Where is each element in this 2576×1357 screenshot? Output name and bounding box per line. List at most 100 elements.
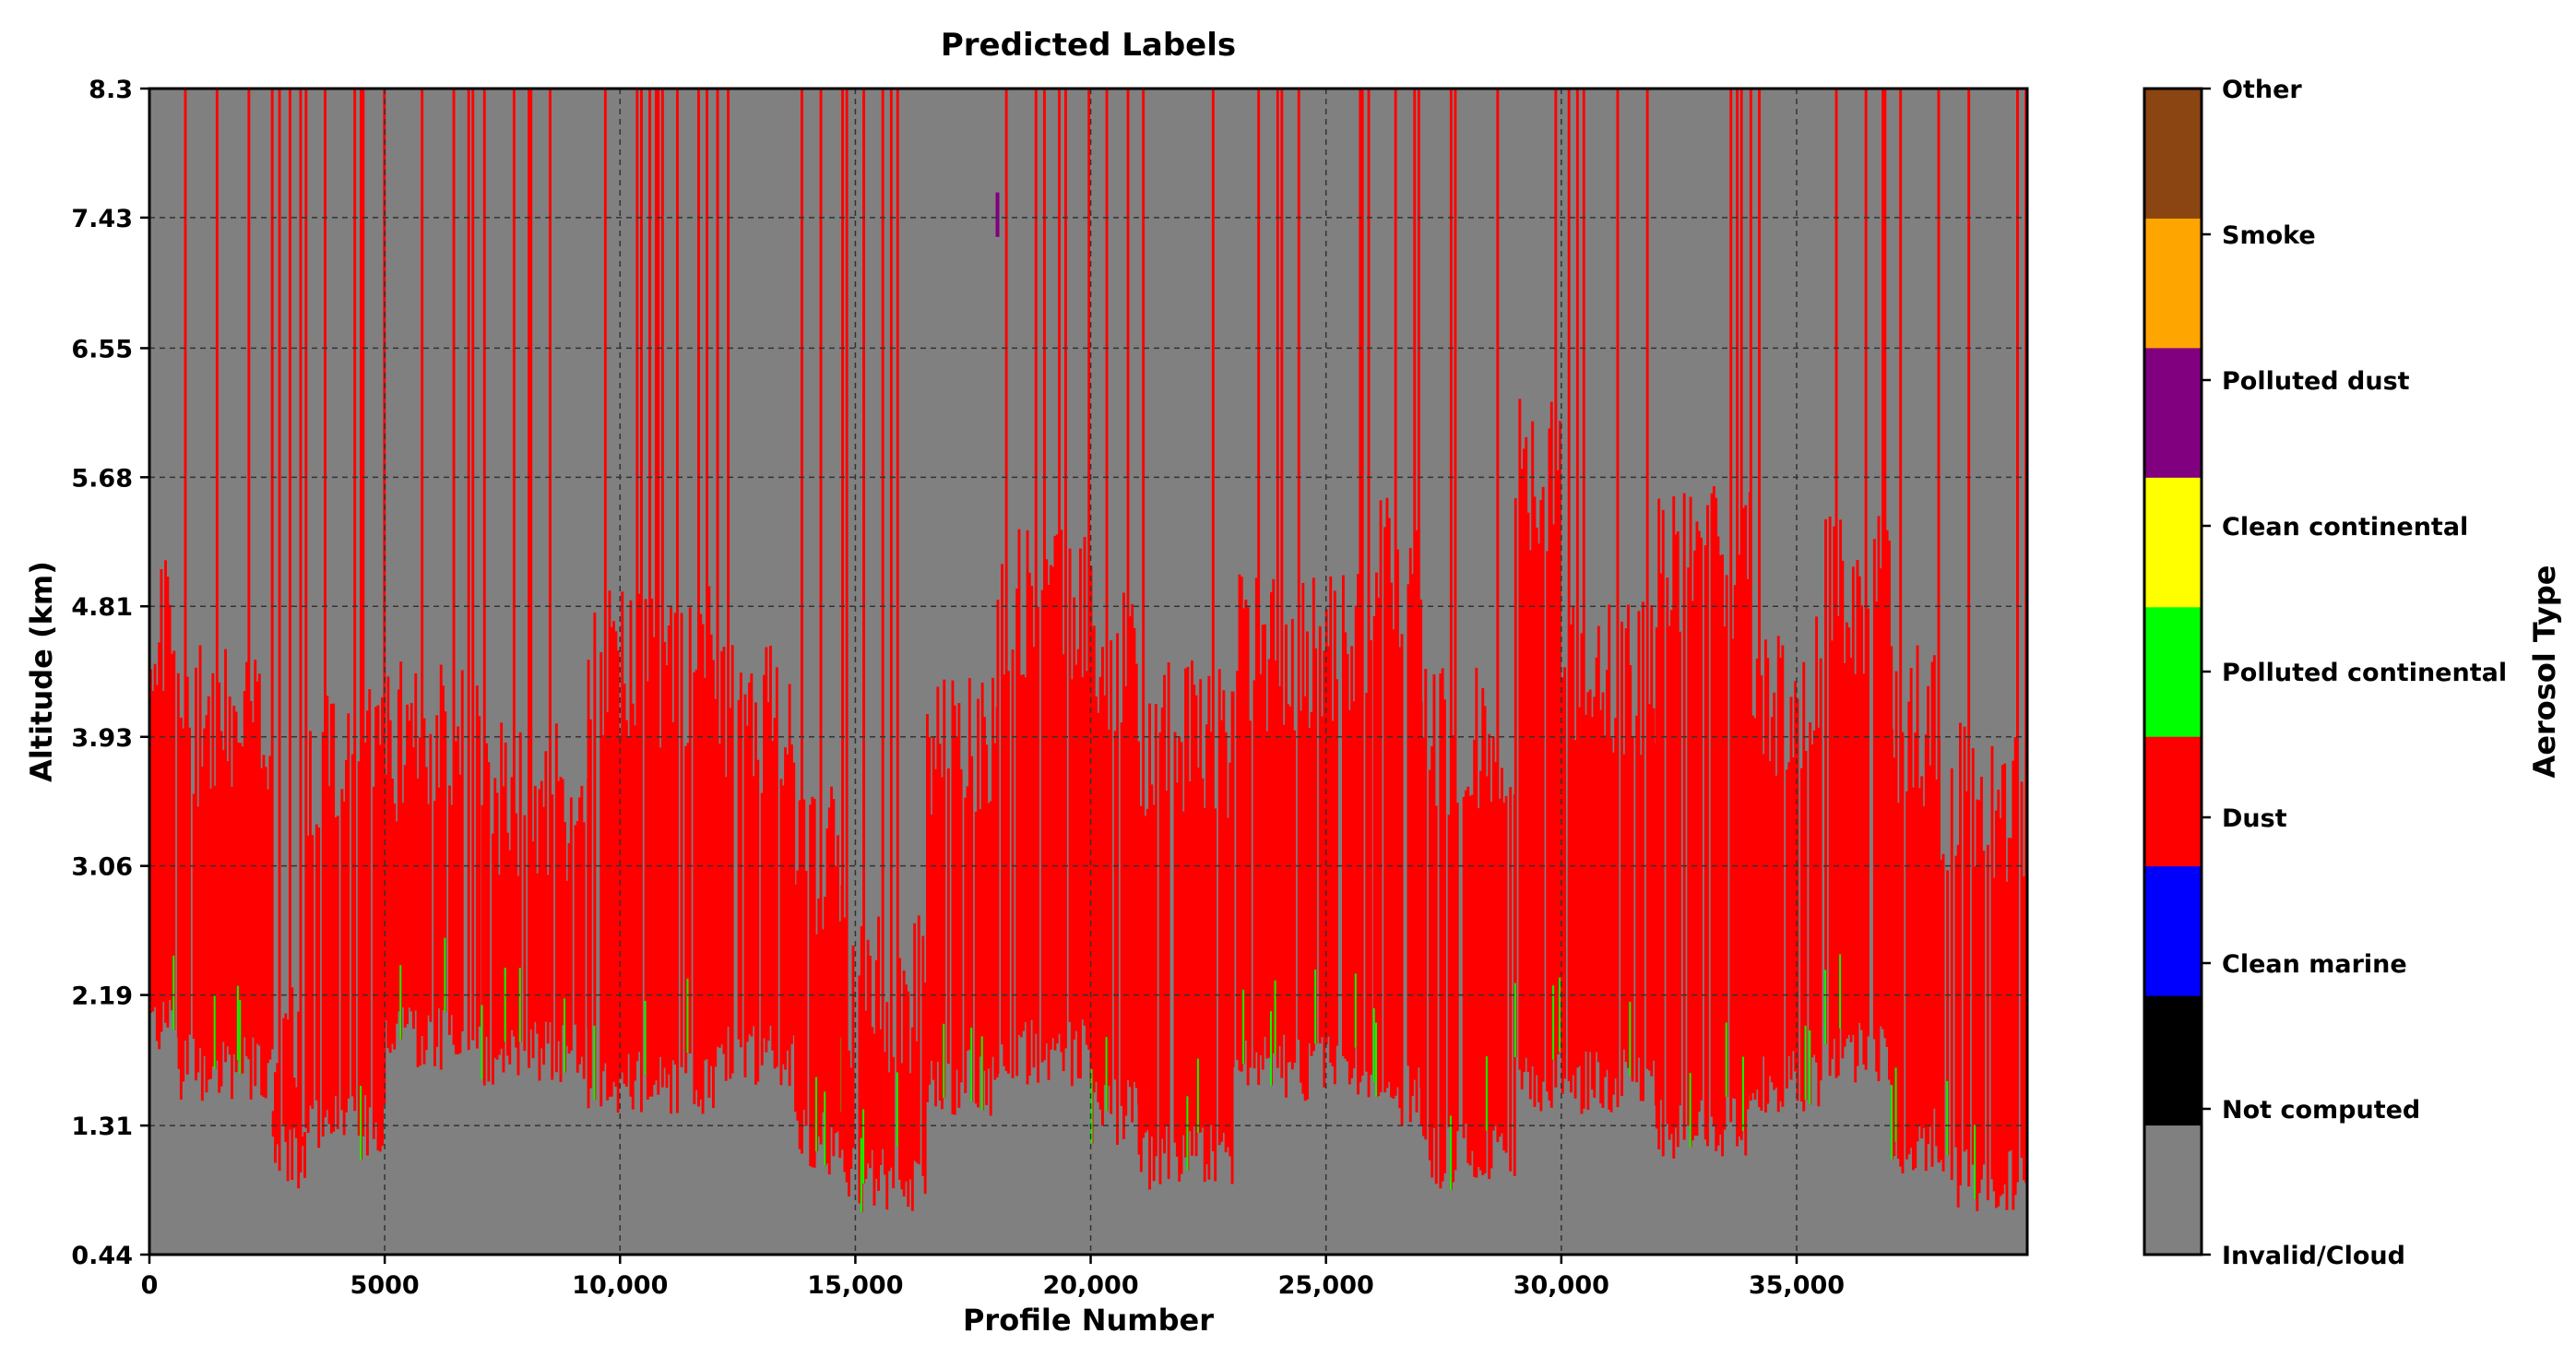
dust-column: [821, 929, 825, 1113]
dust-column: [637, 593, 641, 1053]
dust-column: [1053, 535, 1057, 1051]
dust-column: [1627, 604, 1630, 1068]
dust-column: [915, 1041, 919, 1163]
dust-column: [1736, 89, 1739, 1147]
dust-column: [1905, 791, 1908, 1160]
x-tick-label: 35,000: [1749, 1271, 1845, 1300]
dust-column: [1896, 803, 1900, 1160]
dust-column: [1131, 603, 1134, 1123]
polluted-continental-streak: [481, 1005, 483, 1079]
polluted-continental-streak: [1552, 985, 1555, 1060]
dust-column: [631, 703, 635, 1110]
dust-column: [603, 89, 607, 1064]
dust-column: [616, 650, 620, 1113]
dust-column: [610, 626, 613, 1097]
dust-column: [516, 875, 520, 1076]
dust-column: [1836, 615, 1840, 1077]
dust-column: [1597, 625, 1600, 1063]
y-tick-label: 3.93: [71, 724, 133, 753]
dust-column: [1372, 616, 1376, 1083]
dust-column: [1466, 786, 1470, 1163]
dust-column: [1843, 662, 1846, 1047]
dust-column: [324, 89, 326, 1118]
dust-column: [837, 835, 839, 1132]
dust-column: [1810, 744, 1814, 1058]
dust-column: [688, 607, 692, 1053]
dust-column: [1710, 493, 1714, 1117]
dust-column: [1729, 89, 1733, 1123]
dust-column: [540, 780, 543, 1049]
dust-column: [481, 804, 484, 1079]
dust-column: [1787, 762, 1791, 1056]
polluted-continental-streak: [896, 1072, 898, 1147]
dust-column: [1081, 677, 1085, 1020]
dust-column: [1342, 575, 1345, 1056]
dust-column: [1872, 539, 1876, 1040]
dust-column: [1280, 89, 1284, 1078]
dust-column: [1058, 89, 1061, 1034]
dust-column: [207, 696, 210, 1080]
dust-column: [1244, 600, 1248, 1041]
dust-column: [500, 722, 504, 1049]
dust-column: [887, 1072, 891, 1172]
dust-column: [1293, 730, 1297, 1063]
dust-column: [542, 806, 545, 1065]
dust-column: [270, 89, 274, 1050]
dust-column: [1946, 870, 1950, 1156]
colorbar-tick-label: Dust: [2222, 804, 2287, 833]
dust-column: [1259, 673, 1263, 1055]
dust-column: [701, 624, 705, 1114]
polluted-continental-streak: [593, 1025, 596, 1101]
dust-column: [497, 875, 501, 1055]
dust-column: [1608, 604, 1611, 1110]
dust-column: [1238, 574, 1241, 1071]
dust-column: [1758, 89, 1761, 1108]
dust-column: [1916, 645, 1919, 1142]
dust-column: [452, 89, 456, 1045]
dust-column: [151, 690, 155, 1012]
y-axis-label: Altitude (km): [24, 561, 59, 782]
dust-column: [1682, 493, 1686, 1140]
dust-column: [599, 652, 603, 1107]
polluted-continental-streak: [1354, 973, 1357, 1048]
dust-column: [1424, 669, 1428, 1140]
dust-column: [565, 880, 569, 1046]
dust-column: [614, 631, 618, 1087]
dust-column: [1899, 89, 1903, 1167]
dust-column: [1940, 859, 1943, 1161]
colorbar-tick-label: Smoke: [2222, 221, 2316, 250]
dust-column: [804, 871, 808, 1126]
dust-column: [851, 946, 855, 1149]
dust-column: [798, 800, 801, 1149]
dust-column: [412, 747, 415, 1030]
dust-column: [1535, 527, 1538, 1076]
dust-column: [766, 702, 770, 1042]
dust-column: [1731, 638, 1735, 1099]
colorbar-tick-label: Not computed: [2222, 1096, 2420, 1125]
dust-column: [706, 89, 708, 1060]
dust-column: [1297, 89, 1300, 1040]
dust-column: [393, 803, 397, 1050]
dust-column: [1715, 497, 1718, 1151]
dust-column: [1030, 586, 1034, 1020]
dust-column: [640, 89, 643, 1113]
dust-column: [1570, 625, 1573, 1093]
dust-column: [271, 1111, 275, 1137]
dust-column: [1938, 738, 1941, 1163]
dust-column: [1971, 748, 1975, 1165]
dust-column: [1586, 692, 1590, 1110]
dust-column: [1796, 698, 1799, 1101]
dust-column: [985, 744, 989, 1105]
dust-column: [794, 884, 797, 1113]
dust-column: [1209, 732, 1213, 1125]
dust-column: [304, 89, 308, 1128]
polluted-continental-streak: [1824, 970, 1827, 1044]
dust-column: [827, 807, 831, 1175]
x-tick-label: 10,000: [572, 1271, 668, 1300]
dust-column: [504, 742, 507, 1042]
dust-column: [966, 786, 969, 1051]
dust-column: [1924, 734, 1928, 1172]
dust-column: [368, 689, 372, 1108]
dust-column: [416, 778, 420, 1067]
dust-column: [1549, 401, 1553, 1108]
